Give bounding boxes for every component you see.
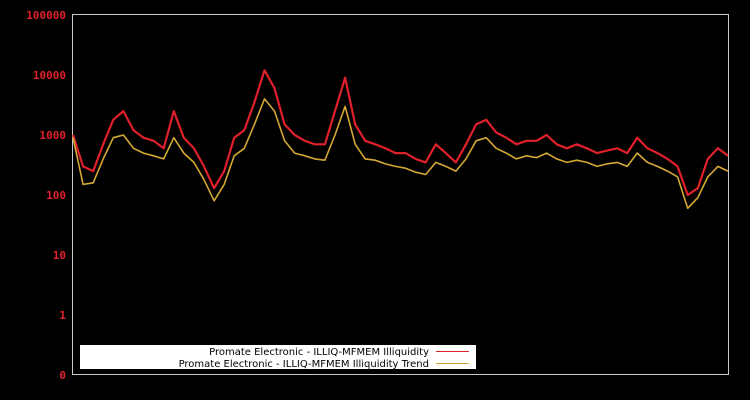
legend: Promate Electronic - ILLIQ-MFMEM Illiqui… bbox=[80, 345, 476, 370]
y-tick-label: 10000 bbox=[33, 69, 66, 82]
illiquidity-trend-line bbox=[72, 98, 729, 210]
y-tick-label: 100000 bbox=[26, 9, 66, 22]
series-layer bbox=[71, 69, 729, 210]
plot-frame bbox=[72, 14, 729, 375]
y-tick-label: 1000 bbox=[40, 129, 67, 142]
legend-box bbox=[80, 345, 476, 369]
y-tick-label: 10 bbox=[53, 249, 66, 262]
legend-label-illiquidity: Promate Electronic - ILLIQ-MFMEM Illiqui… bbox=[209, 347, 429, 358]
y-tick-label: 0 bbox=[59, 369, 66, 382]
y-tick-label: 1 bbox=[59, 309, 66, 322]
y-tick-label: 100 bbox=[46, 189, 66, 202]
illiquidity-line bbox=[71, 69, 729, 197]
y-axis: 100000 10000 1000 100 10 1 0 bbox=[26, 9, 66, 382]
legend-label-illiquidity-trend: Promate Electronic - ILLIQ-MFMEM Illiqui… bbox=[179, 359, 429, 370]
